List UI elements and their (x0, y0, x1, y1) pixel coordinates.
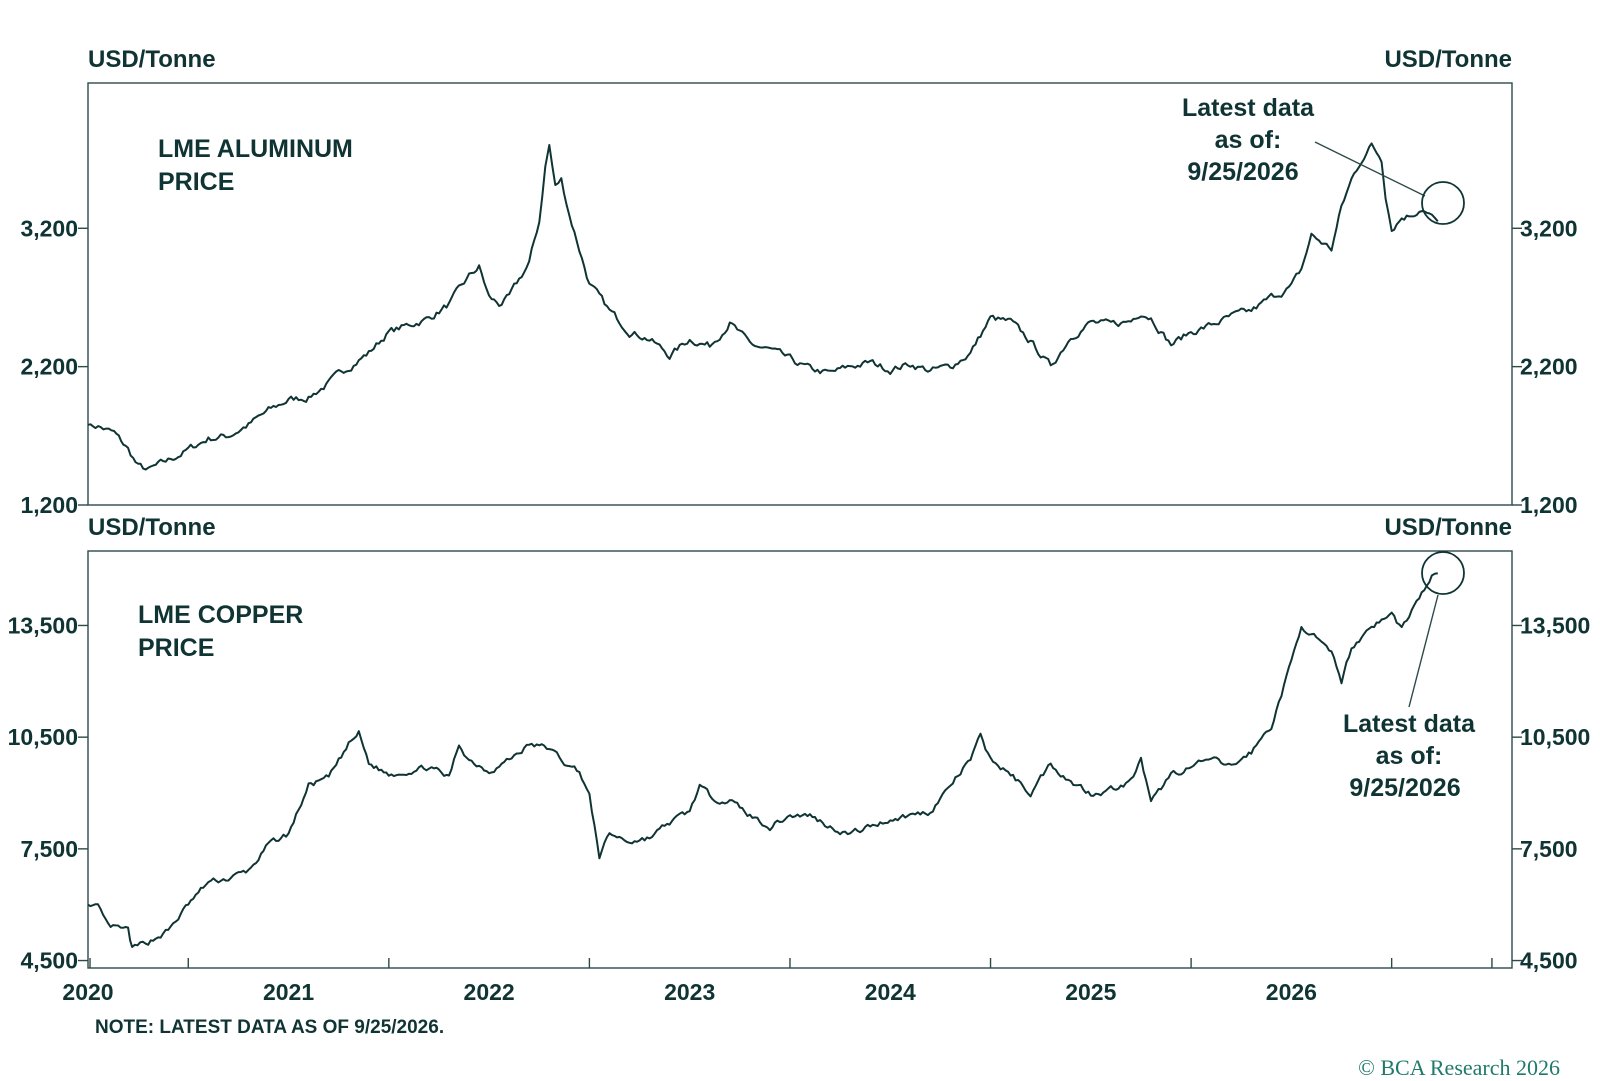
aluminum-price-line (87, 142, 1439, 471)
copper-right-tick-label: 4,500 (1520, 948, 1578, 974)
aluminum-y-ticks: 1,200 1,200 2,200 2,200 3,200 3,200 (20, 215, 1577, 518)
copper-latest-marker (1421, 551, 1465, 595)
aluminum-annotation-line-1: Latest data (1182, 94, 1315, 122)
aluminum-right-tick-label: 3,200 (1520, 215, 1578, 241)
copper-annotation-line-1: Latest data (1343, 710, 1476, 738)
copper-annotation-line-2: as of: (1376, 742, 1443, 770)
copper-annotation-line-3: 9/25/2026 (1349, 774, 1460, 802)
aluminum-title-line-2: PRICE (158, 168, 234, 196)
x-year-label: 2020 (62, 979, 113, 1005)
aluminum-annotation-line-3: 9/25/2026 (1187, 158, 1298, 186)
copper-title-line-2: PRICE (138, 634, 214, 662)
copper-plot-frame (87, 550, 1513, 969)
x-year-label: 2024 (865, 979, 916, 1005)
aluminum-latest-marker (1421, 181, 1465, 225)
aluminum-panel: USD/Tonne USD/Tonne 1,200 1,200 2,200 2,200… (20, 46, 1577, 518)
copper-price-line (87, 572, 1438, 948)
copper-panel: USD/Tonne USD/Tonne 4,500 4,500 7,500 7,500… (8, 514, 1591, 974)
copper-left-unit: USD/Tonne (88, 514, 216, 541)
copper-right-tick-label: 10,500 (1520, 724, 1590, 750)
x-axis: 2020 2021 2022 2023 2024 2025 2026 (62, 958, 1493, 1005)
aluminum-right-tick-label: 2,200 (1520, 354, 1578, 380)
copper-left-tick-label: 13,500 (8, 612, 78, 638)
x-year-label: 2026 (1266, 979, 1317, 1005)
copper-left-tick-label: 7,500 (20, 836, 78, 862)
copper-annotation-pointer (1408, 594, 1439, 708)
x-year-label: 2023 (664, 979, 715, 1005)
copper-right-unit: USD/Tonne (1384, 514, 1512, 541)
aluminum-left-tick-label: 2,200 (20, 354, 78, 380)
aluminum-plot-frame (87, 82, 1513, 506)
copper-right-tick-label: 7,500 (1520, 836, 1578, 862)
aluminum-left-unit: USD/Tonne (88, 46, 216, 73)
x-year-label: 2021 (263, 979, 314, 1005)
aluminum-right-unit: USD/Tonne (1384, 46, 1512, 73)
aluminum-title-line-1: LME ALUMINUM (158, 135, 353, 163)
copyright-notice: © BCA Research 2026 (1358, 1055, 1560, 1080)
copper-right-tick-label: 13,500 (1520, 612, 1590, 638)
footnote: NOTE: LATEST DATA AS OF 9/25/2026. (95, 1017, 445, 1038)
aluminum-left-tick-label: 3,200 (20, 215, 78, 241)
copper-y-ticks: 4,500 4,500 7,500 7,500 10,500 10,500 13,500 13… (8, 612, 1591, 973)
aluminum-annotation-line-2: as of: (1215, 126, 1282, 154)
x-year-label: 2025 (1065, 979, 1116, 1005)
copper-title-line-1: LME COPPER (138, 601, 303, 629)
aluminum-right-tick-label: 1,200 (1520, 492, 1578, 518)
aluminum-annotation-pointer (1314, 141, 1426, 197)
copper-left-tick-label: 4,500 (20, 948, 78, 974)
x-year-label: 2022 (464, 979, 515, 1005)
aluminum-left-tick-label: 1,200 (20, 492, 78, 518)
copper-left-tick-label: 10,500 (8, 724, 78, 750)
